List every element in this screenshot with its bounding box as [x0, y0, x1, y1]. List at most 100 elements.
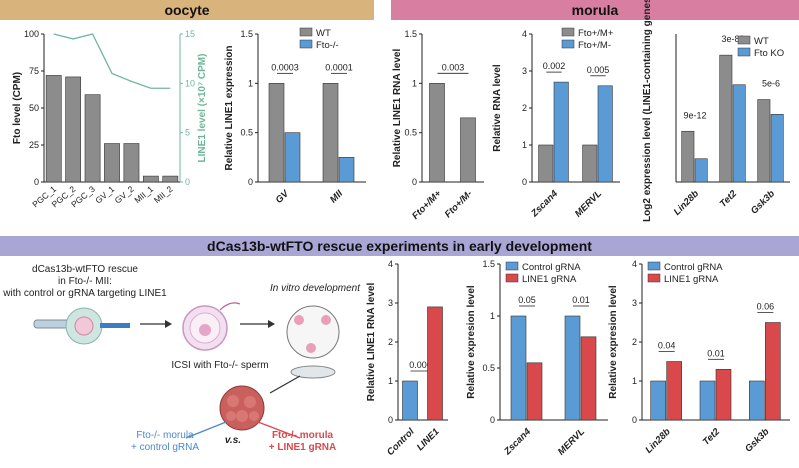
x-tick-label: MII_1 [132, 184, 155, 206]
y-tick-label: 0 [248, 177, 253, 187]
legend-label: WT [754, 36, 769, 47]
legend-swatch [505, 273, 519, 283]
legend-label: Fto-/- [316, 40, 339, 51]
morula-icon [219, 385, 265, 431]
schematic-left-result: Fto-/- morula + control gRNA [115, 430, 215, 454]
bar [322, 83, 339, 183]
y-tick-label: 0 [632, 415, 637, 425]
x-tick-label: Zscan4 [501, 426, 533, 458]
x-tick-label: Lin28b [672, 188, 702, 218]
bar [582, 144, 598, 183]
legend-label: Control gRNA [664, 262, 723, 273]
bar [84, 94, 101, 183]
bar [681, 130, 695, 183]
y-tick-label: 1 [412, 78, 417, 88]
legend-label: Fto+/M+ [578, 28, 614, 39]
schematic-right-result: Fto-/- morula + LINE1 gRNA [250, 430, 355, 454]
y-tick-label: 4 [632, 259, 637, 269]
bar [719, 54, 733, 183]
y-tick-label: 0.5 [482, 363, 495, 373]
bar [510, 315, 527, 421]
p-value-label: 0.0007 [409, 360, 437, 370]
y-axis-label: Relative RNA level [492, 64, 503, 152]
x-tick-label: MERVL [573, 188, 604, 219]
legend-swatch [647, 273, 661, 283]
bar [553, 81, 569, 183]
x-tick-label: GV_2 [113, 184, 136, 206]
legend-swatch [737, 47, 751, 57]
y-axis-label: Relative expresion level [466, 285, 477, 399]
y-tick-label: 0 [388, 415, 393, 425]
legend-label: Fto+/M- [578, 40, 611, 51]
y-tick-label: 100 [24, 29, 39, 39]
left-result-line: + control gRNA [130, 442, 200, 453]
y-tick-label: 2 [388, 337, 393, 347]
bar [749, 380, 765, 421]
y-tick-label: 0.5 [404, 128, 417, 138]
y-axis-label: Log2 expression level (LINE1-containing … [642, 0, 653, 222]
schematic-icsi-label: ICSI with Fto-/- sperm [171, 360, 269, 371]
y-tick-label: 2 [522, 103, 527, 113]
p-value-label: 0.01 [707, 348, 725, 358]
banner-rescue: dCas13b-wtFTO rescue experiments in earl… [0, 236, 799, 256]
x-tick-label: LINE1 [415, 426, 442, 453]
legend-label: LINE1 gRNA [664, 274, 719, 285]
bar [694, 158, 708, 183]
schematic-invitro-label: In vitro development [269, 283, 361, 294]
oocyte-icon [182, 302, 241, 351]
y-axis-label: Relative expresion level [608, 285, 619, 399]
x-tick-label: MII [328, 188, 345, 205]
bar [268, 83, 285, 183]
x-tick-label: Fto+/M+ [410, 188, 444, 222]
y-tick-label: 0 [34, 177, 39, 187]
line-series [53, 33, 171, 89]
left-result-line: Fto-/- morula [136, 430, 194, 441]
y-tick-label: 1 [490, 311, 495, 321]
x-tick-label: Gsk3b [749, 188, 777, 216]
p-value-label: 0.01 [572, 295, 590, 305]
x-tick-label: Gsk3b [743, 426, 771, 454]
legend-swatch [561, 27, 575, 37]
schematic-title-line: in Fto-/- MII: [58, 276, 112, 287]
x-tick-label: GV_1 [93, 184, 116, 206]
legend-swatch [299, 27, 313, 37]
bar [650, 380, 666, 421]
x-tick-label: Control [385, 426, 417, 458]
p-value-label: 0.06 [757, 302, 775, 312]
bar [402, 380, 418, 421]
bar [104, 143, 120, 183]
y-tick-label: 1 [248, 78, 253, 88]
x-tick-label: Lin28b [643, 426, 673, 456]
bar [427, 306, 443, 421]
y-tick-label: 1 [632, 376, 637, 386]
bar [765, 322, 781, 421]
schematic-title: dCas13b-wtFTO rescue in Fto-/- MII: with… [0, 264, 170, 300]
bar [123, 143, 140, 183]
bar [732, 84, 746, 183]
banner-oocyte: oocyte [0, 0, 374, 20]
bar [526, 362, 543, 421]
legend-label: Control gRNA [522, 262, 581, 273]
y2-axis-label: LINE1 level (×10⁷ CPM) [197, 54, 208, 163]
y2-tick-label: 0 [185, 177, 190, 187]
legend-swatch [561, 39, 575, 49]
y-tick-label: 3 [632, 298, 637, 308]
legend-label: LINE1 gRNA [522, 274, 577, 285]
p-value-label: 0.003 [442, 62, 465, 72]
x-tick-label: MERVL [556, 426, 587, 457]
y-tick-label: 1 [522, 140, 527, 150]
y2-tick-label: 10 [185, 78, 195, 88]
bar [715, 368, 732, 421]
p-value-label: 0.002 [543, 61, 566, 71]
bar [45, 75, 62, 183]
legend-label: Fto KO [754, 48, 784, 59]
y-tick-label: 1.5 [482, 259, 495, 269]
y-tick-label: 0 [412, 177, 417, 187]
y-tick-label: 50 [29, 103, 39, 113]
injection-pipette-icon [33, 307, 130, 345]
bar [770, 114, 784, 183]
schematic-vs: v.s. [224, 435, 242, 446]
y-tick-label: 25 [29, 140, 39, 150]
